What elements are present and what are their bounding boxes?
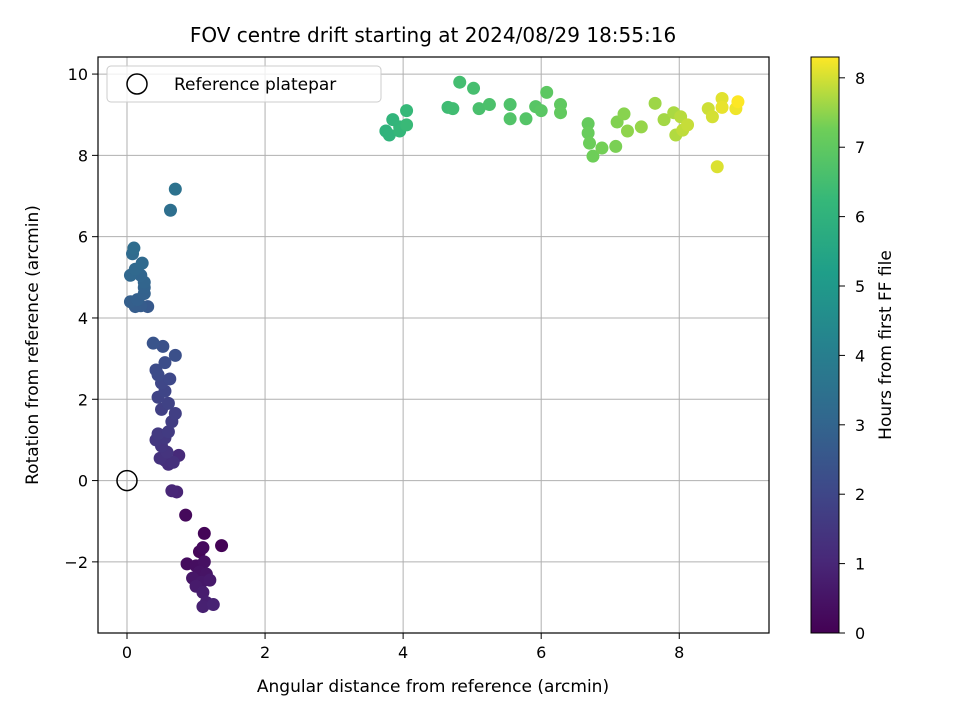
- x-tick-label: 8: [674, 643, 684, 662]
- data-point: [681, 118, 695, 132]
- data-point: [715, 91, 729, 105]
- data-point: [161, 396, 175, 410]
- data-point: [453, 75, 467, 89]
- data-point: [595, 141, 609, 155]
- y-tick-label: −2: [64, 553, 88, 572]
- colorbar-tick-label: 4: [855, 346, 865, 365]
- data-point: [710, 160, 724, 174]
- reference-platepar-marker: [116, 469, 138, 492]
- data-point: [581, 117, 595, 131]
- legend-label: Reference platepar: [174, 75, 336, 95]
- data-point: [197, 526, 211, 540]
- colorbar: 0 1 2 3 4 5 6 7 8 Hours from first FF file: [810, 56, 896, 643]
- data-point: [715, 100, 729, 114]
- data-point: [467, 81, 481, 95]
- colorbar-tick-label: 7: [855, 138, 865, 157]
- colorbar-gradient: [810, 56, 840, 634]
- data-point: [168, 406, 182, 420]
- x-tick-label: 4: [398, 643, 408, 662]
- data-point: [382, 128, 396, 142]
- data-point: [540, 85, 554, 99]
- data-point: [731, 95, 745, 109]
- data-point: [503, 112, 517, 126]
- data-point: [617, 107, 631, 121]
- data-point: [503, 98, 517, 112]
- data-point: [648, 96, 662, 110]
- colorbar-tick-label: 8: [855, 69, 865, 88]
- y-axis-label: Rotation from reference (arcmin): [23, 205, 43, 485]
- data-point: [146, 336, 160, 350]
- data-point: [634, 120, 648, 134]
- y-tick-label: 0: [78, 472, 88, 491]
- data-point: [215, 539, 229, 553]
- data-point: [586, 149, 600, 163]
- colorbar-label: Hours from first FF file: [876, 250, 896, 440]
- data-point: [151, 427, 165, 441]
- axis-ticks: 0 2 4 6 8 −2 0 2 4 6 8 10: [64, 65, 684, 662]
- data-point: [206, 598, 220, 612]
- data-point: [165, 484, 179, 498]
- data-point: [163, 372, 177, 386]
- data-point: [583, 136, 597, 150]
- chart-title: FOV centre drift starting at 2024/08/29 …: [190, 23, 676, 47]
- data-point: [620, 124, 634, 138]
- data-point: [166, 455, 180, 469]
- y-tick-label: 4: [78, 309, 88, 328]
- data-point: [196, 600, 210, 614]
- legend-box: [106, 65, 382, 103]
- x-axis-label: Angular distance from reference (arcmin): [257, 677, 609, 697]
- colorbar-tick-label: 2: [855, 485, 865, 504]
- data-point: [446, 102, 460, 116]
- colorbar-tick-label: 3: [855, 416, 865, 435]
- data-point: [657, 113, 671, 127]
- data-point: [179, 508, 193, 522]
- data-point: [400, 118, 414, 132]
- y-tick-label: 10: [68, 65, 88, 84]
- data-point: [554, 106, 568, 120]
- data-point: [135, 256, 149, 270]
- data-point: [127, 241, 141, 255]
- data-point: [482, 98, 496, 112]
- data-point: [197, 555, 211, 569]
- data-point: [161, 425, 175, 439]
- colorbar-tick-label: 1: [855, 555, 865, 574]
- data-points: [116, 75, 745, 614]
- colorbar-tick-label: 5: [855, 277, 865, 296]
- data-point: [581, 126, 595, 140]
- data-point: [609, 139, 623, 153]
- data-point: [168, 182, 182, 196]
- legend: Reference platepar: [106, 65, 382, 103]
- data-point: [196, 541, 210, 555]
- x-tick-label: 2: [260, 643, 270, 662]
- colorbar-ticks: 0 1 2 3 4 5 6 7 8: [839, 69, 865, 643]
- data-point: [519, 112, 533, 126]
- colorbar-tick-label: 0: [855, 624, 865, 643]
- data-point: [196, 585, 210, 599]
- data-point: [168, 348, 182, 362]
- data-point: [149, 363, 163, 377]
- data-point: [472, 102, 486, 116]
- data-point: [163, 203, 177, 217]
- x-tick-label: 0: [122, 643, 132, 662]
- data-point: [705, 110, 719, 124]
- legend-reference-marker: [126, 73, 148, 95]
- y-tick-label: 6: [78, 228, 88, 247]
- plot-frame: [97, 56, 770, 634]
- data-point: [203, 573, 217, 587]
- data-point: [158, 356, 172, 370]
- x-tick-label: 6: [536, 643, 546, 662]
- data-point: [534, 104, 548, 118]
- colorbar-tick-label: 6: [855, 208, 865, 227]
- y-tick-label: 2: [78, 390, 88, 409]
- data-point: [400, 104, 414, 118]
- y-tick-label: 8: [78, 146, 88, 165]
